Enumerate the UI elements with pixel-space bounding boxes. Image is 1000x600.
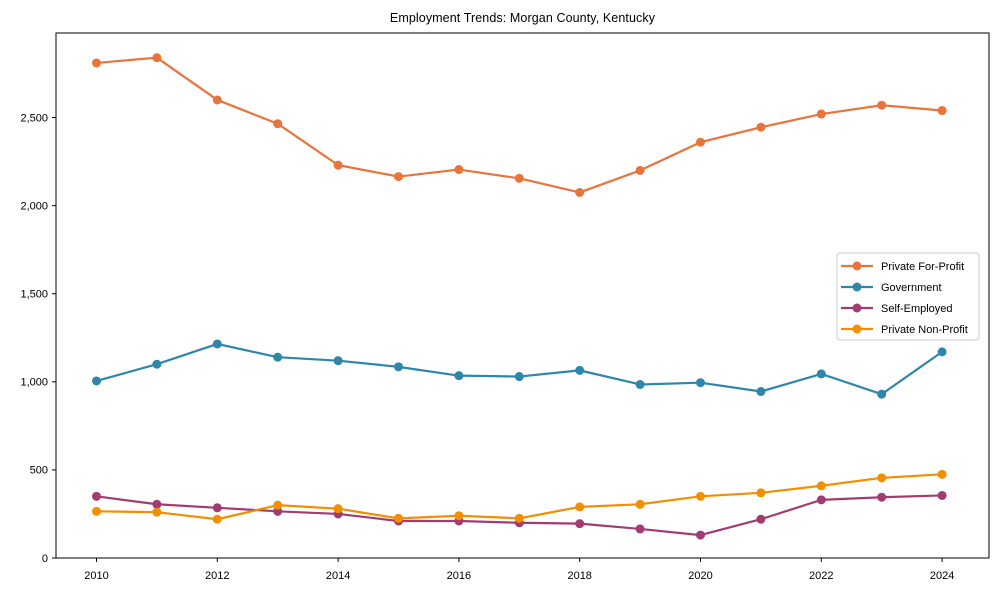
y-tick-label: 2,000 (20, 200, 48, 212)
data-point (635, 499, 645, 509)
legend-label: Self-Employed (881, 303, 953, 315)
data-point (937, 347, 947, 357)
legend-item: Government (841, 282, 942, 294)
data-point (816, 369, 826, 379)
data-point (152, 53, 162, 63)
data-point (92, 506, 101, 516)
series-line-private-non-profit (95, 473, 944, 521)
data-point (333, 504, 343, 514)
x-tick-label: 2022 (809, 570, 833, 582)
y-tick-label: 1,500 (20, 289, 48, 301)
data-point (514, 513, 524, 523)
data-point (635, 165, 645, 175)
data-point (92, 58, 101, 68)
data-point (273, 506, 283, 516)
data-point (212, 514, 222, 524)
legend-box (836, 252, 980, 341)
data-point (394, 513, 403, 523)
data-point (514, 173, 524, 183)
data-point (696, 491, 705, 501)
x-tick-label: 2018 (567, 570, 591, 582)
data-point (696, 137, 705, 147)
y-tick-label: 500 (30, 465, 48, 477)
data-point (635, 524, 645, 534)
data-point (877, 492, 887, 502)
legend-swatch-marker (852, 324, 862, 334)
data-point (212, 339, 222, 349)
legend-label: Private For-Profit (881, 261, 964, 273)
x-tick-label: 2010 (84, 570, 108, 582)
data-point (696, 530, 705, 540)
data-point (756, 488, 766, 498)
data-point (575, 519, 585, 529)
legend-label: Government (881, 282, 942, 294)
data-point (877, 473, 887, 483)
x-tick-label: 2012 (205, 570, 229, 582)
data-point (756, 387, 766, 397)
data-point (575, 187, 585, 197)
x-tick-label: 2024 (930, 570, 954, 582)
x-tick-label: 2014 (326, 570, 350, 582)
data-point (816, 109, 826, 119)
x-tick-label: 2016 (447, 570, 471, 582)
data-point (454, 165, 464, 175)
data-point (454, 511, 464, 521)
data-point (575, 502, 585, 512)
data-point (514, 372, 524, 382)
series-line-private-for-profit (95, 56, 944, 194)
legend-swatch-marker (852, 282, 862, 292)
x-tick-label: 2020 (688, 570, 712, 582)
data-point (877, 389, 887, 399)
data-point (92, 376, 101, 386)
data-point (816, 481, 826, 491)
data-point (273, 352, 283, 362)
data-point (937, 106, 947, 116)
data-point (394, 362, 403, 372)
y-tick-label: 2,500 (20, 112, 48, 124)
data-point (333, 356, 343, 366)
data-point (816, 495, 826, 505)
legend-label: Private Non-Profit (881, 324, 968, 336)
data-point (756, 514, 766, 524)
data-point (212, 95, 222, 105)
legend-item: Self-Employed (841, 303, 953, 315)
series-line-government (95, 342, 944, 396)
legend: Private For-Profit Government Self-Employe… (836, 252, 980, 341)
data-point (575, 365, 585, 375)
data-point (394, 172, 403, 182)
data-point (92, 491, 101, 501)
legend-item: Private For-Profit (841, 261, 964, 273)
data-point (273, 119, 283, 129)
chart-title: Employment Trends: Morgan County, Kentuc… (389, 11, 656, 25)
data-point (877, 100, 887, 110)
y-tick-label: 0 (42, 553, 48, 565)
data-point (937, 469, 947, 479)
data-point (152, 359, 162, 369)
data-point (937, 490, 947, 500)
data-point (152, 507, 162, 517)
data-point (756, 122, 766, 132)
data-point (696, 378, 705, 388)
legend-swatch-marker (852, 303, 862, 313)
data-point (212, 503, 222, 513)
y-tick-label: 1,000 (20, 377, 48, 389)
legend-swatch-marker (852, 261, 862, 271)
data-point (273, 500, 283, 510)
data-point (635, 379, 645, 389)
legend-item: Private Non-Profit (841, 324, 968, 336)
data-point (333, 160, 343, 170)
data-point (152, 499, 162, 509)
data-point (454, 371, 464, 381)
plot-border (55, 32, 990, 559)
